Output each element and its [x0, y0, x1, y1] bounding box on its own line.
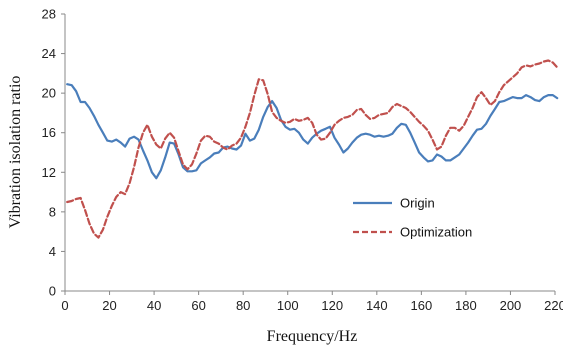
- x-axis: 0 20 40 60 80 100 120 140 160 180 200 220: [61, 291, 563, 313]
- y-axis: 0 4 8 12 16 20 24 28: [42, 7, 65, 299]
- x-tick-label: 140: [366, 298, 388, 313]
- y-tick-label: 12: [42, 165, 56, 180]
- y-tick-label: 20: [42, 86, 56, 101]
- x-tick-label: 60: [191, 298, 205, 313]
- legend-label-optimization: Optimization: [400, 225, 472, 240]
- x-tick-label: 180: [455, 298, 477, 313]
- x-tick-label: 120: [321, 298, 343, 313]
- legend: Origin Optimization: [353, 196, 472, 240]
- y-tick-label: 0: [49, 284, 56, 299]
- x-tick-label: 200: [500, 298, 522, 313]
- y-tick-label: 16: [42, 125, 56, 140]
- x-tick-label: 160: [411, 298, 433, 313]
- y-axis-title: Vibration isolation ratio: [7, 76, 24, 229]
- plot-area: [64, 14, 555, 292]
- x-tick-label: 100: [277, 298, 299, 313]
- legend-label-origin: Origin: [400, 196, 435, 211]
- x-tick-label: 0: [61, 298, 68, 313]
- x-tick-label: 220: [544, 298, 563, 313]
- y-tick-label: 4: [49, 244, 56, 259]
- series-layer: [66, 59, 559, 239]
- y-tick-label: 8: [49, 204, 56, 219]
- series-line-optimization: [66, 59, 559, 239]
- y-tick-label: 28: [42, 7, 56, 22]
- y-tick-label: 24: [42, 46, 56, 61]
- x-tick-label: 80: [236, 298, 250, 313]
- x-tick-label: 20: [102, 298, 116, 313]
- x-tick-label: 40: [147, 298, 161, 313]
- series-line-origin: [66, 83, 559, 180]
- x-axis-title: Frequency/Hz: [267, 328, 358, 345]
